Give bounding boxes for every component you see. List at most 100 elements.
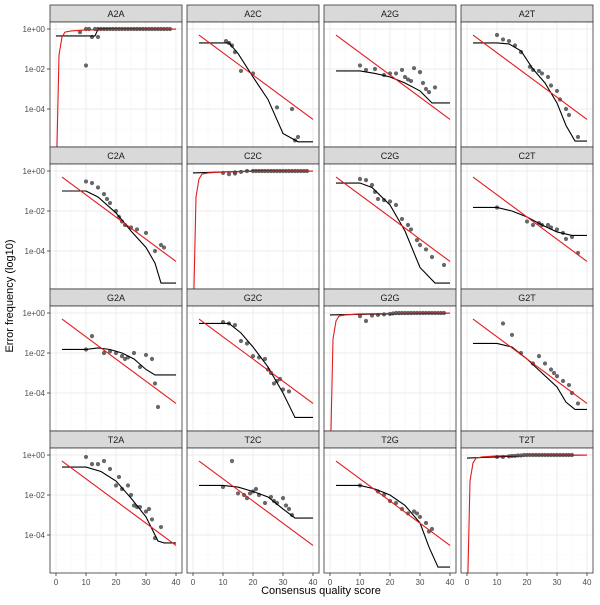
nominal-error-line bbox=[198, 460, 314, 546]
fitted-error-line bbox=[62, 190, 176, 284]
data-point bbox=[264, 572, 266, 573]
data-point bbox=[107, 466, 113, 472]
data-point bbox=[509, 332, 515, 338]
fitted-error-line bbox=[199, 322, 313, 418]
data-point bbox=[404, 572, 406, 573]
nominal-error-line bbox=[467, 454, 588, 573]
data-point bbox=[414, 511, 420, 516]
data-point bbox=[235, 491, 241, 496]
data-point bbox=[288, 572, 290, 573]
data-point bbox=[363, 318, 369, 324]
data-point bbox=[429, 526, 435, 532]
data-point bbox=[566, 382, 572, 388]
data-point bbox=[423, 86, 429, 92]
data-point bbox=[134, 504, 140, 510]
facet-panel-g2t: G2T bbox=[460, 288, 594, 432]
x-tick-label: 30 bbox=[416, 578, 425, 587]
data-point bbox=[386, 572, 388, 573]
data-point bbox=[395, 572, 397, 573]
data-point bbox=[563, 236, 569, 242]
facet-label-c2t: C2T bbox=[518, 151, 536, 161]
nominal-error-line bbox=[335, 34, 451, 120]
data-point bbox=[500, 37, 506, 42]
lines bbox=[61, 318, 177, 404]
data-point bbox=[291, 572, 293, 573]
data-point bbox=[89, 462, 95, 467]
data-point bbox=[228, 572, 230, 573]
x-tick-label: 20 bbox=[523, 578, 532, 587]
x-axis-title: Consensus quality score bbox=[261, 585, 381, 597]
data-point bbox=[380, 572, 382, 573]
facet-panel-t2g: T2G 0 10 20 30 40 bbox=[323, 430, 457, 587]
data-point bbox=[417, 242, 423, 248]
data-point bbox=[506, 38, 512, 44]
facet-panel-g2c: G2C bbox=[186, 288, 320, 432]
data-point bbox=[253, 486, 259, 492]
facet-label-a2g: A2G bbox=[381, 9, 399, 19]
data-point bbox=[548, 83, 554, 88]
data-point bbox=[274, 105, 280, 110]
y-tick-label: 1e-04 bbox=[25, 105, 46, 114]
data-point bbox=[545, 74, 551, 80]
nominal-error-line bbox=[330, 312, 451, 431]
data-point bbox=[121, 572, 123, 573]
fitted-error-line bbox=[62, 466, 176, 544]
facet-panel-c2g: C2G bbox=[323, 146, 457, 290]
facet-panel-a2t: A2T bbox=[460, 4, 594, 148]
nominal-error-line bbox=[335, 176, 451, 262]
facet-panel-a2a: A2A 1e+00 1e-02 1e-04 bbox=[23, 4, 183, 148]
data-point bbox=[411, 66, 417, 71]
data-point bbox=[95, 462, 101, 467]
data-point bbox=[416, 572, 418, 573]
data-point bbox=[399, 67, 405, 73]
data-point bbox=[554, 373, 560, 379]
data-point bbox=[411, 509, 417, 514]
data-point bbox=[286, 389, 292, 394]
data-point bbox=[357, 313, 363, 319]
data-point bbox=[286, 506, 292, 512]
data-point bbox=[530, 222, 536, 228]
data-point bbox=[425, 572, 427, 573]
fitted-error-line bbox=[199, 484, 313, 519]
x-tick-label: 30 bbox=[279, 578, 288, 587]
x-tick-label: 20 bbox=[386, 578, 395, 587]
data-point bbox=[225, 572, 227, 573]
data-point bbox=[238, 68, 244, 74]
x-tick-label: 10 bbox=[356, 578, 365, 587]
lines bbox=[335, 460, 451, 568]
x-tick-label: 30 bbox=[553, 578, 562, 587]
data-points bbox=[83, 333, 161, 431]
lines bbox=[335, 176, 451, 284]
x-tick-label: 40 bbox=[446, 578, 455, 587]
y-tick-label: 1e-04 bbox=[25, 247, 46, 256]
data-point bbox=[83, 179, 89, 184]
lines bbox=[198, 34, 314, 143]
data-point bbox=[357, 63, 363, 68]
data-point bbox=[426, 89, 432, 95]
x-tick-label: 10 bbox=[493, 578, 502, 587]
data-point bbox=[377, 572, 379, 573]
data-point bbox=[139, 572, 141, 573]
data-point bbox=[143, 509, 149, 514]
y-tick-label: 1e-04 bbox=[25, 531, 46, 540]
facet-label-a2c: A2C bbox=[244, 9, 262, 19]
data-point bbox=[371, 572, 373, 573]
facet-label-a2a: A2A bbox=[107, 9, 124, 19]
data-point bbox=[393, 71, 399, 76]
data-point bbox=[250, 353, 256, 359]
data-point bbox=[402, 74, 408, 80]
data-point bbox=[89, 180, 95, 186]
data-point bbox=[368, 572, 370, 573]
facet-panel-t2t: T2T 0 10 20 30 40 bbox=[460, 430, 594, 587]
data-point bbox=[137, 364, 143, 370]
lines bbox=[472, 34, 588, 142]
data-point bbox=[131, 350, 137, 356]
x-tick-label: 40 bbox=[583, 578, 592, 587]
nominal-error-line bbox=[61, 176, 177, 262]
fitted-error-line bbox=[473, 342, 587, 411]
data-point bbox=[95, 185, 101, 190]
data-point bbox=[116, 474, 122, 480]
data-point bbox=[422, 572, 424, 573]
data-point bbox=[86, 26, 92, 32]
facet-panel-a2c: A2C bbox=[186, 4, 320, 148]
